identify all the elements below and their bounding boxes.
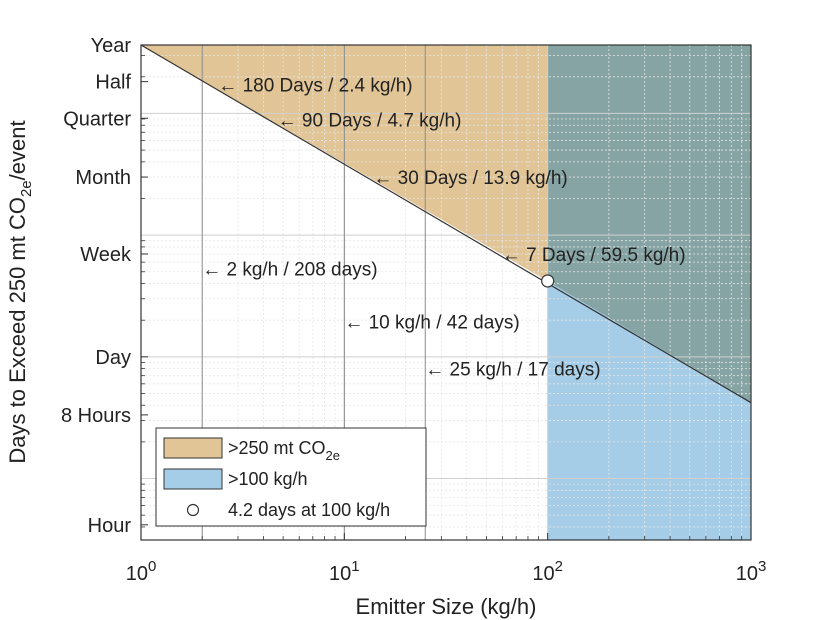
region-overlap <box>547 45 751 403</box>
x-tick-label-1: 100 <box>126 558 157 585</box>
y-axis-label-main: Days to Exceed 250 mt CO <box>5 197 30 464</box>
annotation-6: ← 10 kg/h / 42 days) <box>344 313 519 334</box>
y-tick-label-7: 8 Hours <box>61 405 131 427</box>
y-axis-label-suffix: /event <box>5 120 30 180</box>
annotation-7: ← 25 kg/h / 17 days) <box>425 360 600 381</box>
legend-label-3: 4.2 days at 100 kg/h <box>228 500 390 520</box>
threshold-line-group <box>140 44 752 404</box>
y-tick-label-4: Month <box>75 167 131 189</box>
annotation-1: ← 180 Days / 2.4 kg/h) <box>218 75 412 96</box>
annotation-5: ← 2 kg/h / 208 days) <box>202 260 377 281</box>
plot-frame <box>140 44 752 541</box>
annotation-4: ← 7 Days / 59.5 kg/h) <box>502 245 686 266</box>
y-tick-label-8: Hour <box>88 515 132 537</box>
chart-grid <box>141 45 751 540</box>
y-axis-label-subscript: 2e <box>18 180 35 197</box>
y-axis-label: Days to Exceed 250 mt CO2e/event <box>5 120 35 463</box>
legend: >250 mt CO2e >100 kg/h 4.2 days at 100 kg/… <box>155 427 427 527</box>
legend-marker <box>186 503 200 517</box>
x-axis-label: Emitter Size (kg/h) <box>356 594 537 619</box>
legend-swatch-2 <box>163 468 223 490</box>
x-tick-label-4: 103 <box>736 558 767 585</box>
legend-label-1: >250 mt CO2e <box>228 438 340 463</box>
y-tick-label-3: Quarter <box>63 108 131 130</box>
annotation-3: ← 30 Days / 13.9 kg/h) <box>373 168 567 189</box>
x-tick-label-2: 101 <box>329 558 360 585</box>
chart-annotations: ← 180 Days / 2.4 kg/h) ← 90 Days / 4.7 kg… <box>202 75 685 380</box>
y-tick-label-1: Year <box>91 35 132 57</box>
marker-100-kgh <box>541 274 555 288</box>
y-tick-label-6: Day <box>95 347 131 369</box>
x-tick-label-3: 102 <box>532 558 563 585</box>
legend-swatch-1 <box>163 437 223 459</box>
legend-label-2: >100 kg/h <box>228 469 308 489</box>
y-tick-label-5: Week <box>80 244 132 266</box>
chart-axes: 100 101 102 103 Year Half Quarter Month Week Day 8… <box>61 35 766 585</box>
y-tick-label-2: Half <box>95 72 131 94</box>
annotation-2: ← 90 Days / 4.7 kg/h) <box>278 111 462 132</box>
threshold-line <box>140 44 752 404</box>
